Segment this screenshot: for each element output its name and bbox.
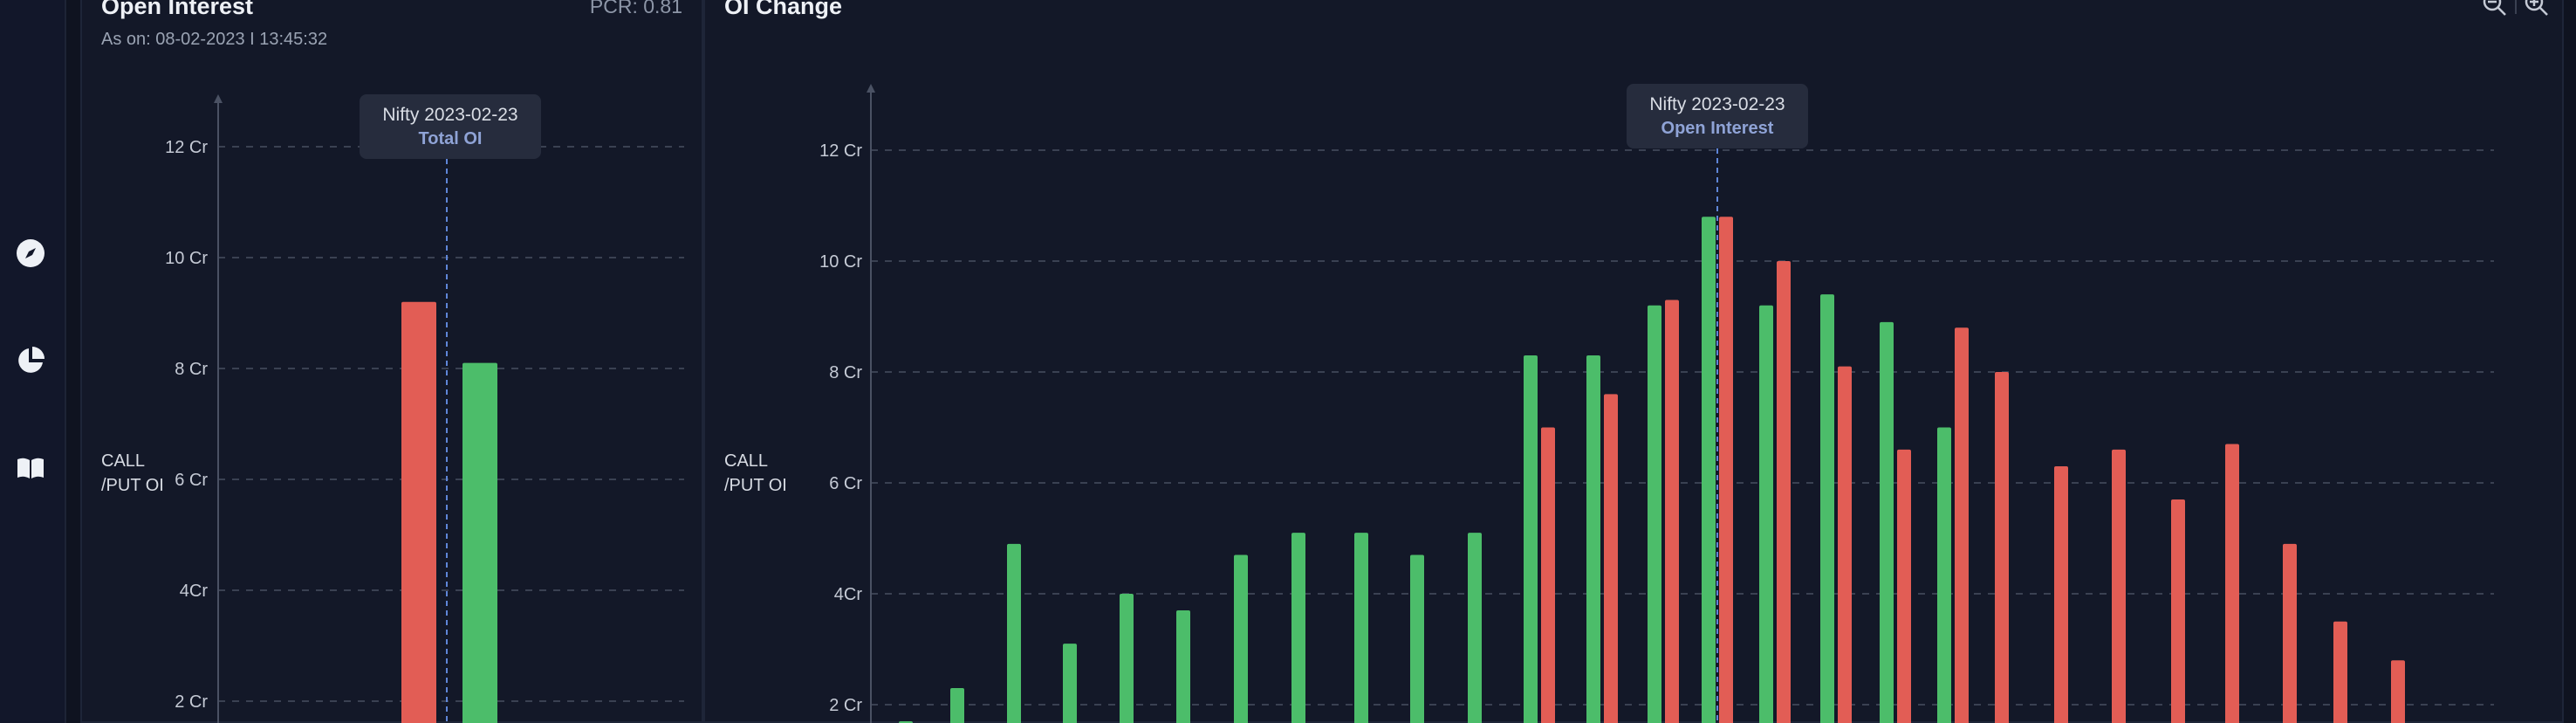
y-tick-label: 4Cr	[180, 582, 209, 601]
bar	[2283, 543, 2297, 723]
panel-title: OI Change	[724, 0, 843, 19]
bar	[1838, 366, 1852, 723]
bar	[1897, 449, 1911, 723]
bar	[1937, 427, 1951, 723]
chart-tooltip: Nifty 2023-02-23 Open Interest	[1627, 84, 1808, 148]
bar	[1007, 543, 1021, 723]
y-tick-label: 12 Cr	[819, 141, 862, 161]
zoom-out-icon[interactable]	[2482, 0, 2508, 17]
panel-title: Open Interest	[101, 0, 254, 19]
bar	[1665, 300, 1679, 723]
y-axis-arrow	[214, 94, 223, 103]
bar	[1410, 554, 1424, 723]
bar	[1524, 355, 1538, 723]
bar	[1719, 217, 1733, 723]
bar	[2171, 499, 2185, 723]
y-axis-label: CALL /PUT OI	[724, 451, 787, 495]
bar	[1468, 533, 1482, 723]
y-tick-label: 12 Cr	[165, 138, 208, 157]
bar	[1586, 355, 1600, 723]
bar	[1541, 427, 1555, 723]
bar	[1777, 261, 1791, 723]
as-on-timestamp: As on: 08-02-2023 I 13:45:32	[101, 30, 328, 49]
sidebar	[0, 0, 66, 723]
bar	[1955, 327, 1969, 723]
bar	[950, 687, 964, 723]
y-tick-label: 2 Cr	[175, 692, 208, 712]
bar	[2112, 449, 2126, 723]
y-tick-label: 4Cr	[834, 585, 863, 604]
y-axis-label: CALL /PUT OI	[101, 451, 164, 495]
book-icon[interactable]	[15, 452, 46, 484]
open-interest-chart: 2 Cr 4Cr 6 Cr 8 Cr 10 Cr 12 Cr	[165, 94, 684, 723]
pie-chart-icon[interactable]	[15, 345, 46, 376]
bar	[462, 362, 497, 723]
y-tick-label: 6 Cr	[175, 471, 208, 490]
bar	[1820, 294, 1834, 723]
bar	[2225, 444, 2239, 723]
bar	[401, 301, 436, 723]
bar	[2054, 465, 2068, 723]
y-tick-label: 10 Cr	[165, 249, 208, 268]
compass-icon[interactable]	[15, 238, 46, 269]
zoom-in-icon[interactable]	[2524, 0, 2550, 17]
bar	[1291, 533, 1305, 723]
bar	[1759, 305, 1773, 723]
bar	[1648, 305, 1661, 723]
bar	[2333, 621, 2347, 723]
pcr-value: PCR: 0.81	[589, 0, 682, 17]
y-tick-label: 10 Cr	[819, 252, 862, 272]
bar	[2391, 660, 2405, 723]
chart-tooltip: Nifty 2023-02-23 Total OI	[360, 94, 541, 159]
y-tick-label: 8 Cr	[829, 363, 862, 382]
bar	[1702, 217, 1716, 723]
zoom-divider	[2515, 0, 2517, 14]
bar	[1176, 610, 1190, 723]
bar	[1880, 321, 1894, 723]
y-axis-arrow	[867, 84, 875, 93]
bar	[1354, 533, 1368, 723]
bar	[1604, 394, 1618, 723]
bar	[1995, 372, 2009, 723]
oi-change-chart: 2 Cr 4Cr 6 Cr 8 Cr 10 Cr 12 Cr	[819, 84, 2494, 723]
y-tick-label: 6 Cr	[829, 474, 862, 493]
bar	[1120, 594, 1134, 723]
y-tick-label: 8 Cr	[175, 360, 208, 379]
open-interest-panel: Open Interest PCR: 0.81 As on: 08-02-202…	[80, 0, 703, 723]
y-tick-label: 2 Cr	[829, 696, 862, 715]
oi-change-panel: OI Change CALL /PUT OI 2 Cr 4Cr 6 Cr 8 Cr 10…	[703, 0, 2564, 723]
bar	[1234, 554, 1248, 723]
bar	[1063, 644, 1077, 723]
